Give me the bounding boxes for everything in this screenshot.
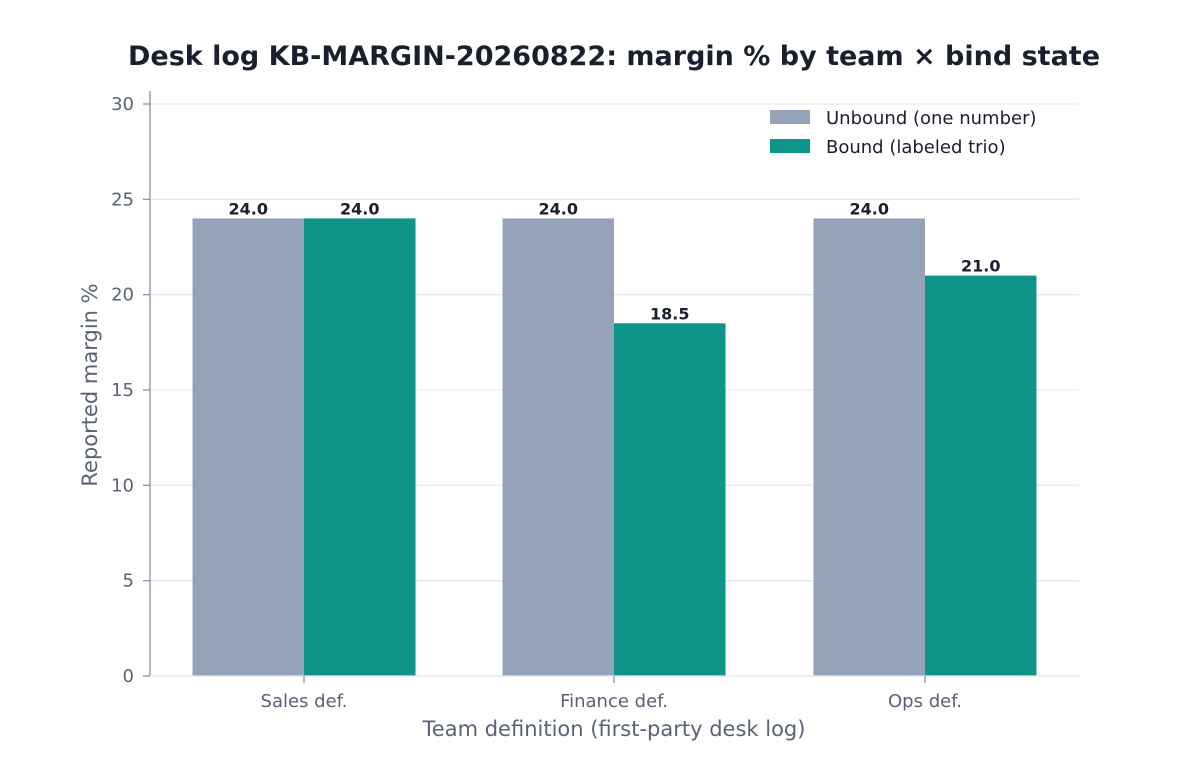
x-tick-label: Ops def. [888,691,962,712]
x-tick-label: Finance def. [560,691,668,712]
bars: 24.0 24.0 24.0 18.5 24.0 21.0 [192,199,1037,676]
bar-value-label: 24.0 [340,199,379,218]
bar-bound-2 [925,275,1037,676]
legend-swatch-1 [770,139,810,153]
axes: 0 5 10 15 20 25 30 Sales def. Finance def. Ops de… [111,91,1079,712]
bar-unbound-0 [192,218,304,676]
bar-bound-1 [614,323,726,676]
legend-swatch-0 [770,110,810,124]
bar-value-label: 24.0 [850,199,889,218]
y-axis-label: Reported margin % [78,283,102,486]
bar-unbound-1 [502,218,614,676]
x-tick-label: Sales def. [261,691,348,712]
chart-title: Desk log KB-MARGIN-20260822: margin % by… [128,41,1100,72]
bar-value-label: 21.0 [961,257,1000,276]
bar-unbound-2 [813,218,925,676]
y-tick-label: 25 [111,189,134,210]
bar-value-label: 24.0 [229,199,268,218]
y-tick-label: 5 [123,571,134,592]
y-tick-label: 15 [111,380,134,401]
bar-value-label: 18.5 [650,304,689,323]
y-tick-label: 0 [123,666,134,687]
y-tick-label: 30 [111,94,134,115]
legend-label-0: Unbound (one number) [826,108,1037,129]
y-tick-label: 10 [111,475,134,496]
x-axis-label: Team definition (first-party desk log) [422,717,806,741]
bar-bound-0 [304,218,416,676]
bar-value-label: 24.0 [539,199,578,218]
legend-label-1: Bound (labeled trio) [826,137,1006,158]
y-tick-label: 20 [111,285,134,306]
legend: Unbound (one number) Bound (labeled trio) [770,108,1037,158]
